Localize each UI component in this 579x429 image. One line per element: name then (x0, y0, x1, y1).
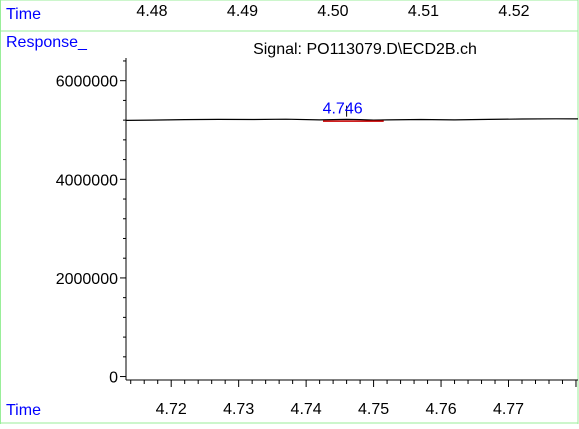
y-tick-label: 0 (109, 370, 118, 387)
top-tick-label: 4.52 (498, 3, 529, 20)
signal-line (125, 118, 579, 121)
top-axis-label: Time (6, 6, 41, 23)
y-axis-label: Response_ (6, 34, 88, 51)
top-tick-label: 4.51 (408, 3, 439, 20)
y-tick-group: 0 2000000 4000000 6000000 (56, 60, 126, 387)
x-tick-label: 4.74 (291, 401, 322, 418)
x-tick-label: 4.76 (425, 401, 456, 418)
x-tick-label: 4.73 (223, 401, 254, 418)
top-tick-label: 4.48 (136, 3, 167, 20)
x-tick-group: 4.72 4.73 4.74 4.75 4.76 4.77 (130, 380, 577, 418)
peak-label: 4.746 (323, 101, 363, 118)
top-tick-label: 4.50 (317, 3, 348, 20)
top-tick-labels: 4.48 4.49 4.50 4.51 4.52 (136, 3, 529, 20)
y-tick-label: 4000000 (56, 172, 118, 189)
x-tick-label: 4.72 (156, 401, 187, 418)
x-axis-label: Time (6, 402, 41, 419)
x-tick-label: 4.75 (358, 401, 389, 418)
top-tick-label: 4.49 (227, 3, 258, 20)
x-tick-label: 4.77 (493, 401, 524, 418)
y-tick-label: 2000000 (56, 271, 118, 288)
chart-title: Signal: PO113079.D\ECD2B.ch (253, 41, 477, 58)
y-tick-label: 6000000 (56, 74, 118, 91)
